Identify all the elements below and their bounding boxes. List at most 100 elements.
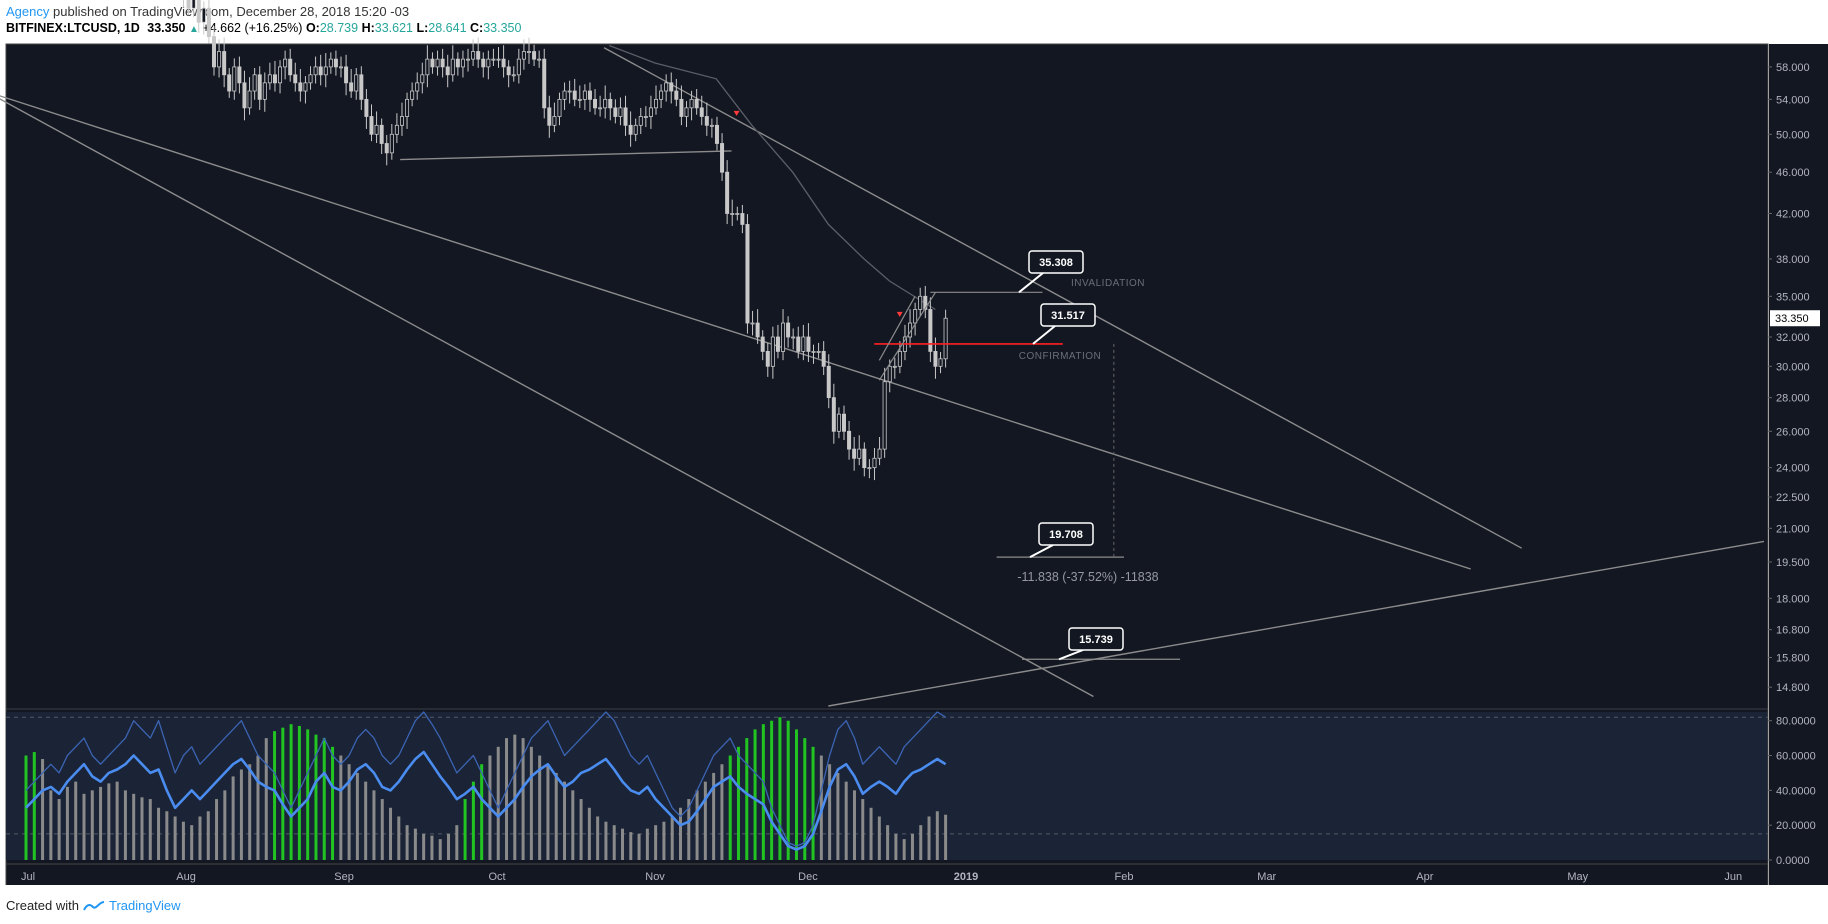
- invalidation-price-callout[interactable]: 35.308: [1018, 250, 1084, 294]
- candle[interactable]: [283, 50, 288, 80]
- candle[interactable]: [923, 285, 928, 319]
- candle[interactable]: [359, 66, 364, 110]
- candle[interactable]: [852, 437, 857, 471]
- candle[interactable]: [684, 101, 689, 128]
- candle[interactable]: [501, 45, 506, 78]
- confirmation-price-callout[interactable]: 31.517: [1032, 303, 1096, 345]
- candle[interactable]: [410, 82, 415, 107]
- candle[interactable]: [532, 44, 537, 67]
- oscillator-line-thin[interactable]: [25, 711, 946, 847]
- trendline-2[interactable]: [0, 87, 1471, 570]
- candle[interactable]: [374, 111, 379, 144]
- candle[interactable]: [450, 45, 455, 82]
- candle[interactable]: [506, 60, 511, 88]
- candle[interactable]: [537, 50, 542, 68]
- candle[interactable]: [186, 0, 191, 16]
- candle[interactable]: [303, 76, 308, 104]
- candle[interactable]: [593, 89, 598, 115]
- trendline-5[interactable]: [400, 150, 732, 161]
- candle[interactable]: [857, 435, 862, 466]
- candle[interactable]: [182, 0, 185, 8]
- candle[interactable]: [892, 357, 897, 379]
- target-price-callout[interactable]: 19.708: [1029, 522, 1094, 559]
- candle[interactable]: [598, 95, 603, 117]
- candle[interactable]: [613, 99, 618, 124]
- candle[interactable]: [669, 72, 674, 104]
- candle[interactable]: [466, 48, 471, 72]
- candle[interactable]: [323, 53, 328, 88]
- candle[interactable]: [694, 89, 699, 115]
- candle[interactable]: [420, 62, 425, 94]
- candle[interactable]: [730, 199, 735, 226]
- candle[interactable]: [816, 342, 821, 359]
- candle[interactable]: [913, 302, 918, 336]
- candle[interactable]: [196, 0, 201, 33]
- candle[interactable]: [333, 50, 338, 76]
- trendline-1[interactable]: [0, 98, 1094, 698]
- candle[interactable]: [770, 326, 775, 379]
- candle[interactable]: [608, 92, 613, 121]
- candle[interactable]: [440, 48, 445, 78]
- candle[interactable]: [750, 310, 755, 336]
- candle[interactable]: [471, 39, 476, 67]
- candle[interactable]: [486, 50, 491, 80]
- oscillator-line-thick[interactable]: [25, 750, 947, 851]
- candle[interactable]: [654, 85, 659, 115]
- candle[interactable]: [806, 323, 811, 362]
- candle[interactable]: [435, 50, 440, 76]
- candle[interactable]: [547, 95, 552, 138]
- candle[interactable]: [476, 37, 481, 68]
- candle[interactable]: [735, 206, 740, 221]
- candle[interactable]: [481, 52, 486, 78]
- candle[interactable]: [755, 309, 760, 344]
- candle[interactable]: [267, 62, 272, 90]
- candle[interactable]: [369, 104, 374, 142]
- candle[interactable]: [760, 330, 765, 361]
- candle[interactable]: [552, 102, 557, 133]
- trendline-4[interactable]: [828, 540, 1765, 707]
- candle[interactable]: [648, 95, 653, 129]
- candle[interactable]: [821, 341, 826, 376]
- candle[interactable]: [826, 354, 831, 409]
- candle[interactable]: [765, 342, 770, 377]
- candle[interactable]: [877, 437, 882, 466]
- candle[interactable]: [557, 92, 562, 126]
- candle[interactable]: [339, 56, 344, 78]
- candle[interactable]: [288, 48, 293, 82]
- candle[interactable]: [633, 118, 638, 142]
- candle[interactable]: [511, 66, 516, 82]
- candle[interactable]: [354, 68, 359, 100]
- candle[interactable]: [577, 85, 582, 109]
- candle[interactable]: [455, 52, 460, 76]
- candle[interactable]: [562, 82, 567, 110]
- candle[interactable]: [516, 48, 521, 84]
- candle[interactable]: [415, 72, 420, 100]
- candle[interactable]: [928, 297, 933, 362]
- candle[interactable]: [847, 420, 852, 460]
- candle[interactable]: [786, 316, 791, 348]
- candle[interactable]: [313, 56, 318, 84]
- candle[interactable]: [918, 287, 923, 317]
- candle[interactable]: [399, 102, 404, 136]
- candle[interactable]: [227, 68, 232, 98]
- candle[interactable]: [872, 447, 877, 481]
- candle[interactable]: [278, 60, 283, 94]
- candle[interactable]: [308, 66, 313, 90]
- candle[interactable]: [206, 0, 211, 44]
- candle[interactable]: [897, 341, 902, 374]
- candle[interactable]: [679, 85, 684, 126]
- candle[interactable]: [460, 50, 465, 78]
- candle[interactable]: [796, 326, 801, 359]
- candle[interactable]: [740, 204, 745, 234]
- candle[interactable]: [293, 62, 298, 92]
- candle[interactable]: [491, 48, 496, 67]
- candle[interactable]: [526, 37, 531, 64]
- candle[interactable]: [831, 383, 836, 444]
- candle[interactable]: [725, 160, 730, 225]
- candle[interactable]: [384, 134, 389, 166]
- candle[interactable]: [567, 80, 572, 104]
- chart-canvas[interactable]: 35.308 31.517 19.708 15.739 INVALIDATION CONF…: [0, 0, 1828, 885]
- candle[interactable]: [496, 47, 501, 68]
- candle[interactable]: [298, 68, 303, 102]
- candle[interactable]: [430, 52, 435, 74]
